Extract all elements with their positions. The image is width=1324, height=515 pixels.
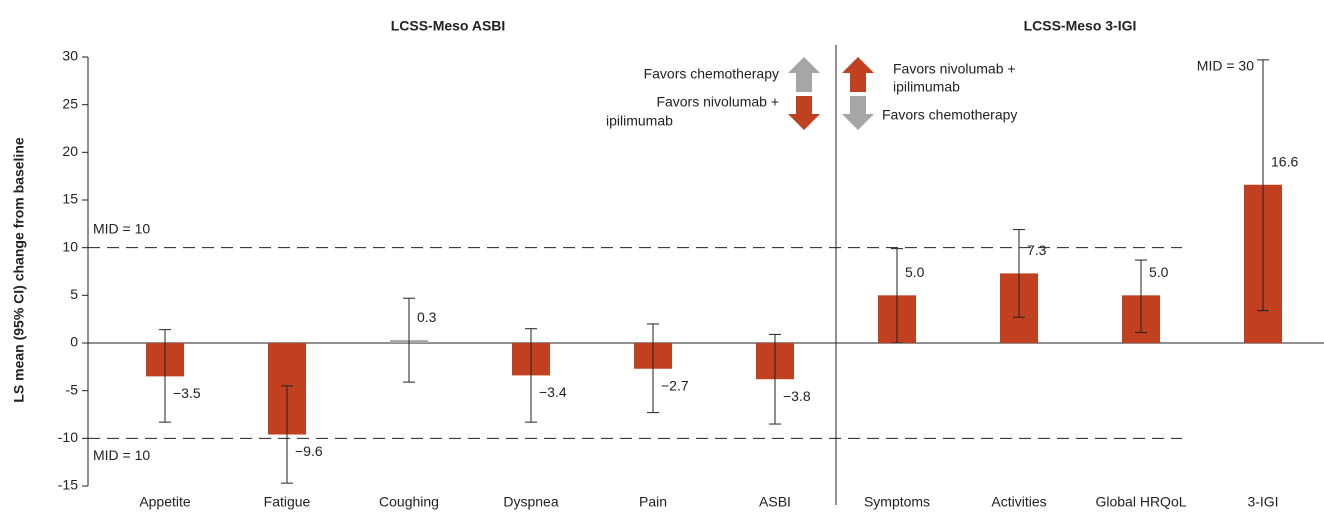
y-tick-label: -10 <box>58 429 78 445</box>
reference-label: MID = 10 <box>93 220 150 236</box>
legend-text: Favors chemotherapy <box>644 66 779 82</box>
arrow-down <box>842 96 874 130</box>
reference-label: MID = 10 <box>93 447 150 463</box>
x-tick-label: Appetite <box>139 494 191 510</box>
value-label: −3.4 <box>539 384 567 400</box>
value-label: −3.8 <box>783 388 811 404</box>
value-label: 7.3 <box>1027 242 1047 258</box>
y-tick-label: 10 <box>62 238 78 254</box>
reference-label: MID = 30 <box>1197 58 1254 74</box>
x-tick-label: Dyspnea <box>503 494 558 510</box>
y-tick-label: 0 <box>70 334 78 350</box>
value-label: 5.0 <box>905 264 925 280</box>
x-tick-label: Global HRQoL <box>1095 494 1186 510</box>
legend-text: ipilimumab <box>606 113 673 129</box>
legend-text: ipilimumab <box>893 79 960 95</box>
value-label: −3.5 <box>173 385 201 401</box>
x-tick-label: Activities <box>991 494 1046 510</box>
value-label: −2.7 <box>661 377 689 393</box>
x-tick-label: Fatigue <box>264 494 311 510</box>
value-label: 0.3 <box>417 309 437 325</box>
arrow-up <box>842 57 874 92</box>
group-title: LCSS-Meso 3-IGI <box>1024 18 1137 34</box>
legend-text: Favors nivolumab + <box>893 61 1016 77</box>
legend-text: Favors nivolumab + <box>656 94 779 110</box>
value-label: 16.6 <box>1271 153 1298 169</box>
y-tick-label: 15 <box>62 191 78 207</box>
value-label: −9.6 <box>295 443 323 459</box>
group-title: LCSS-Meso ASBI <box>391 18 506 34</box>
arrow-down <box>788 96 820 130</box>
x-tick-label: Symptoms <box>864 494 930 510</box>
x-tick-label: ASBI <box>759 494 791 510</box>
y-tick-label: 25 <box>62 95 78 111</box>
y-axis-label: LS mean (95% CI) change from baseline <box>11 137 27 403</box>
value-label: 5.0 <box>1149 264 1169 280</box>
x-tick-label: Pain <box>639 494 667 510</box>
y-tick-label: 30 <box>62 48 78 64</box>
y-tick-label: -5 <box>66 381 79 397</box>
y-tick-label: 20 <box>62 143 78 159</box>
x-tick-label: Coughing <box>379 494 439 510</box>
x-tick-label: 3-IGI <box>1247 494 1278 510</box>
y-tick-label: 5 <box>70 286 78 302</box>
arrow-up <box>788 57 820 92</box>
legend-text: Favors chemotherapy <box>882 107 1017 123</box>
y-tick-label: -15 <box>58 477 78 493</box>
